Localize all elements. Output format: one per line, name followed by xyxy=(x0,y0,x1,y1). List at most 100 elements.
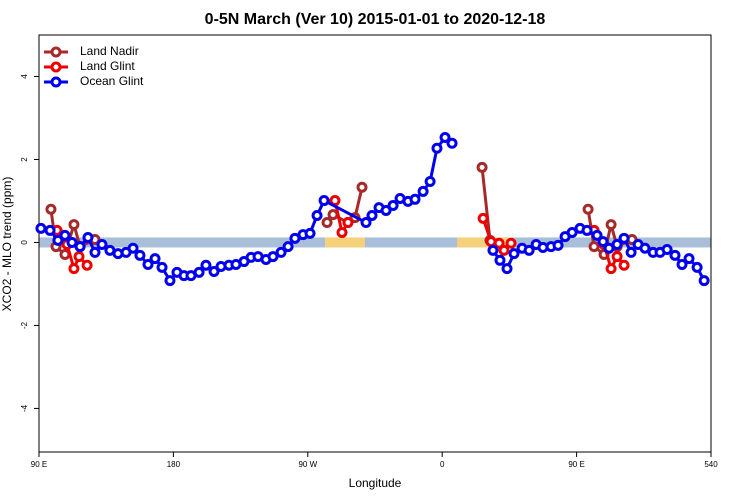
x-tick-label: 180 xyxy=(167,460,181,469)
data-point xyxy=(329,195,341,207)
data-point xyxy=(498,244,510,256)
data-point xyxy=(318,195,330,207)
data-point xyxy=(566,227,578,239)
data-point xyxy=(44,224,56,236)
data-point xyxy=(487,244,499,256)
y-tick-label: -4 xyxy=(20,404,29,412)
data-point xyxy=(611,251,623,263)
y-tick-label: -2 xyxy=(20,321,29,329)
series-line xyxy=(480,167,492,241)
data-point xyxy=(68,263,80,275)
data-point xyxy=(661,244,673,256)
data-point xyxy=(142,258,154,270)
x-axis-label: Longitude xyxy=(349,476,402,490)
data-point xyxy=(74,241,86,253)
data-point xyxy=(342,217,354,229)
data-point xyxy=(208,266,220,278)
data-point xyxy=(156,261,168,273)
legend-label: Ocean Glint xyxy=(80,74,144,88)
y-axis-label: XCO2 - MLO trend (ppm) xyxy=(0,177,14,312)
data-point xyxy=(669,249,681,261)
data-point xyxy=(523,244,535,256)
data-point xyxy=(59,229,71,241)
data-point xyxy=(582,203,594,215)
data-point xyxy=(89,246,101,258)
data-point xyxy=(691,261,703,273)
data-point xyxy=(289,232,301,244)
data-point xyxy=(591,229,603,241)
data-point xyxy=(581,224,593,236)
data-point xyxy=(618,232,630,244)
legend-marker xyxy=(50,76,62,88)
data-point xyxy=(494,254,506,266)
data-point xyxy=(387,200,399,212)
data-point xyxy=(698,275,710,287)
data-point xyxy=(552,239,564,251)
data-point xyxy=(356,181,368,193)
zero-band xyxy=(39,237,711,248)
data-point xyxy=(73,251,85,263)
data-point xyxy=(603,242,615,254)
chart-title: 0-5N March (Ver 10) 2015-01-01 to 2020-1… xyxy=(205,11,546,28)
data-point xyxy=(327,209,339,221)
data-point xyxy=(164,275,176,287)
data-point xyxy=(275,246,287,258)
data-point xyxy=(66,236,78,248)
y-tick-label: 4 xyxy=(20,74,29,79)
data-point xyxy=(446,137,458,149)
data-point xyxy=(597,236,609,248)
x-tick-label: 90 E xyxy=(31,460,47,469)
zero-band-highlight xyxy=(324,237,365,248)
data-point xyxy=(68,219,80,231)
data-point xyxy=(267,251,279,263)
data-point xyxy=(605,219,617,231)
data-point xyxy=(611,239,623,251)
data-point xyxy=(82,231,94,243)
data-point xyxy=(35,222,47,234)
data-point xyxy=(52,234,64,246)
data-point xyxy=(508,248,520,260)
y-tick-label: 0 xyxy=(20,240,29,245)
legend-label: Land Nadir xyxy=(80,44,139,58)
data-point xyxy=(683,253,695,265)
data-point xyxy=(431,142,443,154)
data-point xyxy=(200,259,212,271)
data-point xyxy=(311,209,323,221)
data-point xyxy=(45,203,57,215)
data-point xyxy=(193,266,205,278)
x-tick-label: 0 xyxy=(440,460,445,469)
data-point xyxy=(336,227,348,239)
data-point xyxy=(96,239,108,251)
data-point xyxy=(149,253,161,265)
data-point xyxy=(321,217,333,229)
legend-marker xyxy=(50,46,62,58)
data-point xyxy=(676,258,688,270)
data-point xyxy=(618,259,630,271)
data-point xyxy=(409,193,421,205)
zero-band-highlight xyxy=(457,237,512,248)
data-point xyxy=(605,263,617,275)
data-point xyxy=(476,161,488,173)
data-point xyxy=(493,237,505,249)
x-tick-label: 90 E xyxy=(568,460,584,469)
data-point xyxy=(304,227,316,239)
x-tick-label: 90 W xyxy=(298,460,317,469)
plot-frame xyxy=(38,34,712,453)
y-tick-label: 2 xyxy=(20,157,29,162)
data-point xyxy=(424,175,436,187)
data-point xyxy=(417,185,429,197)
data-point xyxy=(81,259,93,271)
data-point xyxy=(625,246,637,258)
data-point xyxy=(639,242,651,254)
data-point xyxy=(127,242,139,254)
data-point xyxy=(477,212,489,224)
data-point xyxy=(501,263,513,275)
data-point xyxy=(439,131,451,143)
legend-marker xyxy=(50,61,62,73)
data-point xyxy=(360,217,372,229)
data-point xyxy=(134,249,146,261)
data-point xyxy=(588,241,600,253)
data-point xyxy=(282,241,294,253)
